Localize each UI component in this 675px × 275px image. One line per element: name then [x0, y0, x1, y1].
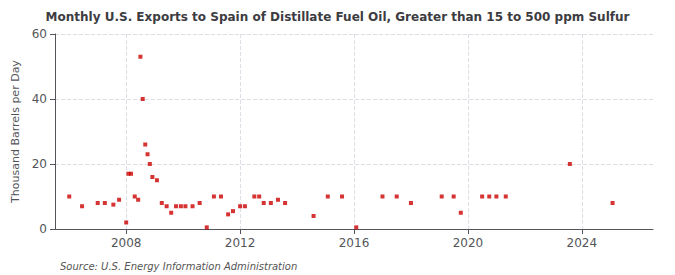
svg-text:2024: 2024	[567, 236, 598, 250]
svg-text:60: 60	[32, 27, 47, 41]
svg-text:Source: U.S. Energy Informatio: Source: U.S. Energy Information Administ…	[60, 261, 297, 272]
svg-text:40: 40	[32, 92, 47, 106]
svg-text:0: 0	[39, 222, 47, 236]
svg-text:20: 20	[32, 157, 47, 171]
svg-text:2008: 2008	[111, 236, 142, 250]
svg-text:2012: 2012	[225, 236, 256, 250]
svg-text:Monthly U.S. Exports to Spain: Monthly U.S. Exports to Spain of Distill…	[46, 10, 630, 24]
svg-text:2016: 2016	[339, 236, 370, 250]
svg-text:2020: 2020	[453, 236, 484, 250]
svg-text:Thousand Barrels per Day: Thousand Barrels per Day	[9, 60, 22, 204]
